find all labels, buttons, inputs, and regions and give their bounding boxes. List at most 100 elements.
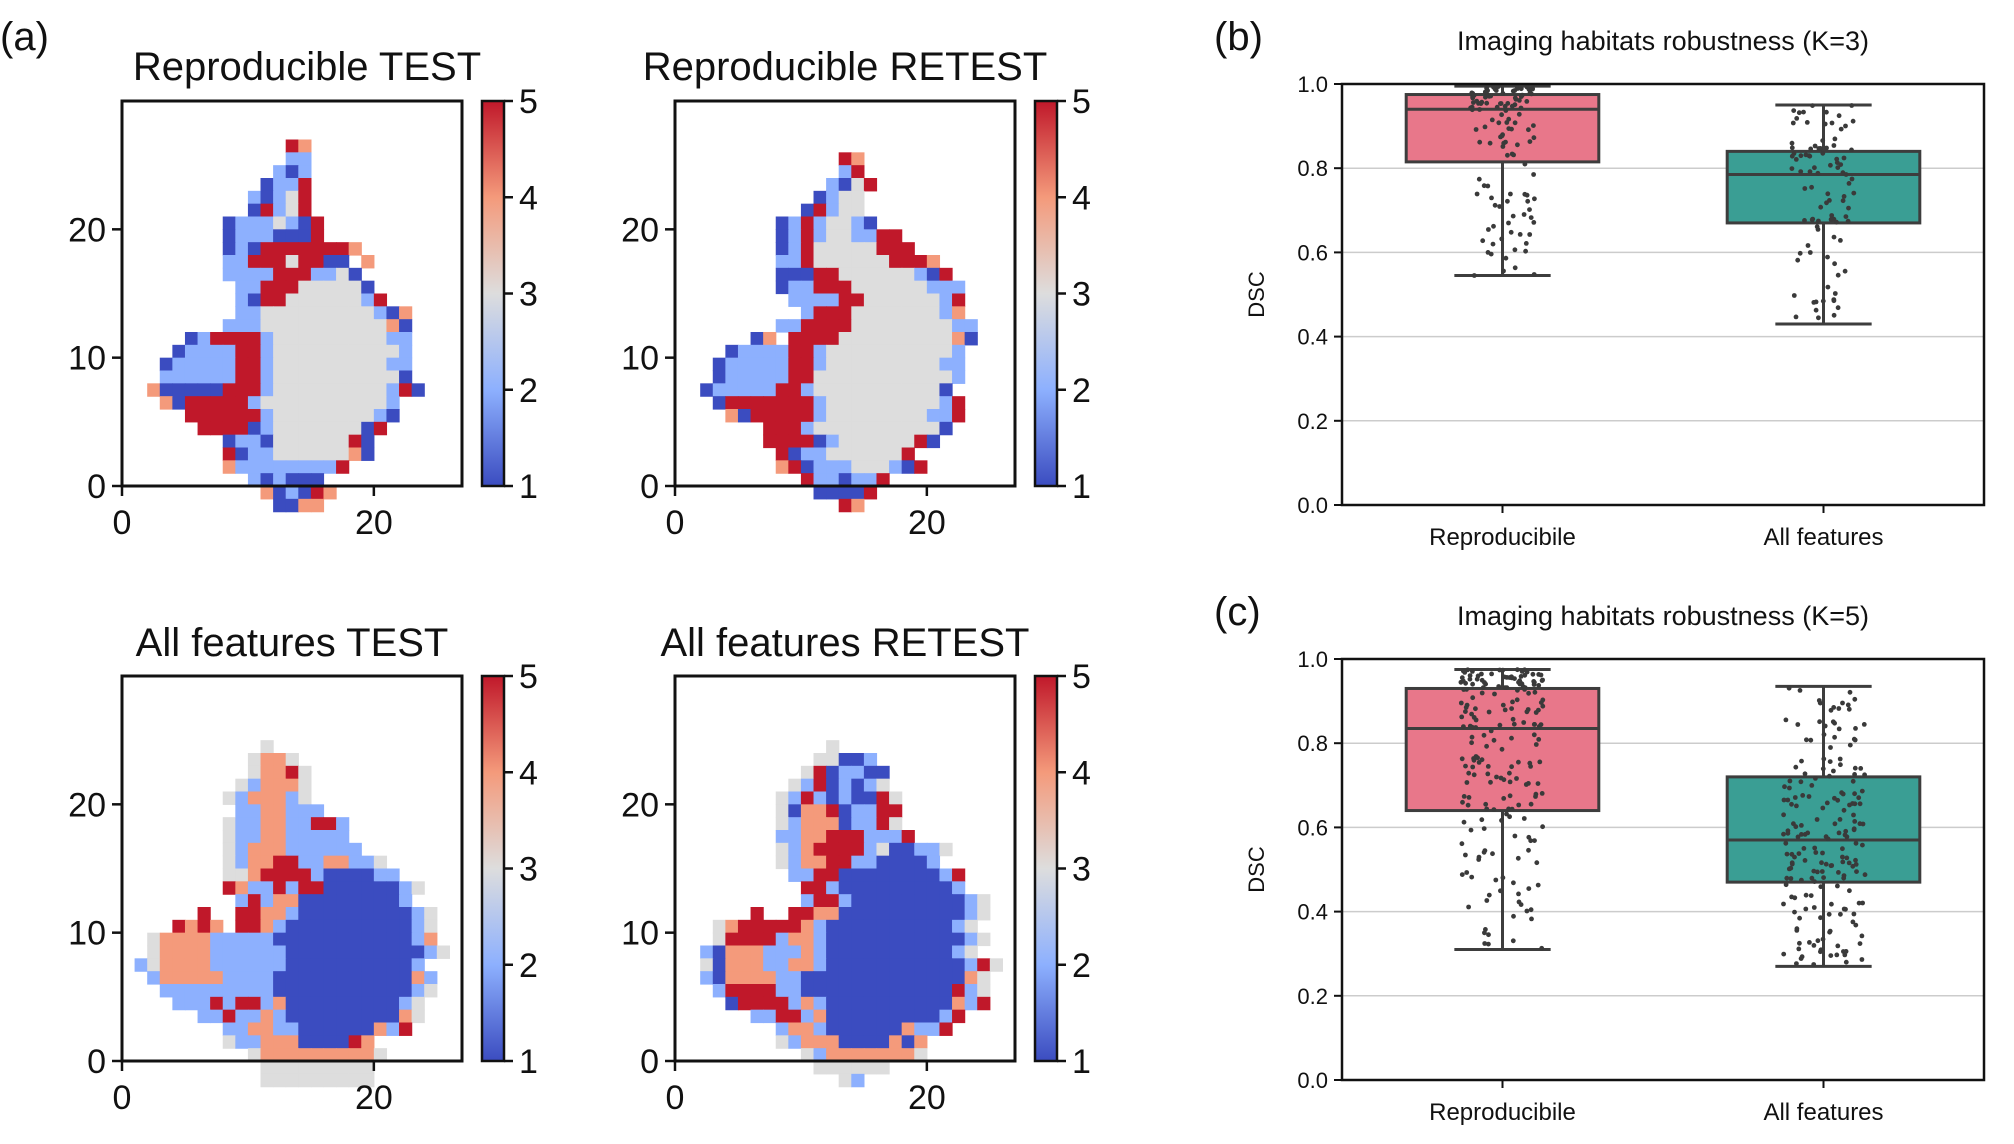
heatmap-cell <box>210 409 224 423</box>
heatmap-cell <box>838 190 852 205</box>
y-tick-label: 0.2 <box>1297 409 1328 434</box>
heatmap-cell <box>298 242 312 256</box>
heatmap-cell <box>260 229 274 243</box>
heatmap-cell <box>876 778 890 793</box>
data-point <box>1829 213 1835 218</box>
heatmap-cell <box>863 229 878 243</box>
heatmap-cell <box>863 242 878 256</box>
heatmap-cell <box>285 971 299 985</box>
heatmap-cell <box>273 919 287 934</box>
heatmap-cell <box>235 868 249 882</box>
heatmap-cell <box>775 830 789 844</box>
heatmap-cell <box>851 1022 865 1036</box>
data-point <box>1809 217 1815 223</box>
heatmap-cell <box>813 919 827 934</box>
heatmap-cell <box>800 855 815 870</box>
heatmap-cell <box>775 971 789 985</box>
heatmap-cell <box>336 255 350 269</box>
data-point <box>1785 828 1791 834</box>
data-point <box>1797 915 1802 921</box>
data-point <box>1509 126 1514 132</box>
data-point <box>1840 846 1845 852</box>
data-point <box>1818 915 1823 921</box>
heatmap-cell <box>260 344 274 359</box>
heatmap-cell <box>876 1022 890 1036</box>
data-point <box>1486 227 1491 232</box>
heatmap-cell <box>298 498 312 513</box>
heatmap-cell <box>323 1022 337 1036</box>
heatmap-cell <box>700 958 714 972</box>
data-point <box>1531 135 1537 141</box>
heatmap-cell <box>939 881 953 895</box>
heatmap-cell <box>298 1022 312 1036</box>
heatmap-cell <box>838 907 852 921</box>
heatmap-cell <box>788 255 802 269</box>
data-point <box>1814 817 1820 822</box>
heatmap-cell <box>876 1035 890 1049</box>
heatmap-cell <box>399 996 413 1011</box>
data-point <box>1854 869 1859 874</box>
heatmap-cell <box>260 804 274 818</box>
heatmap-cell <box>273 370 287 384</box>
data-point <box>1831 705 1837 710</box>
heatmap-cell <box>411 958 425 972</box>
heatmap-cell <box>926 919 941 934</box>
heatmap-cell <box>285 332 299 346</box>
heatmap-cell <box>222 357 236 372</box>
heatmap-cell <box>184 409 199 423</box>
heatmap-cell <box>876 319 890 333</box>
heatmap-cell <box>197 396 211 410</box>
data-point <box>1791 108 1797 113</box>
heatmap-cell <box>901 971 915 985</box>
data-point <box>1505 152 1510 158</box>
data-point <box>1465 802 1471 808</box>
data-point <box>1809 875 1815 881</box>
heatmap-cell <box>147 958 161 972</box>
data-point <box>1489 671 1494 677</box>
data-point <box>1812 879 1817 884</box>
data-point <box>1838 762 1843 768</box>
heatmap-cell <box>851 894 865 908</box>
heatmap-cell <box>876 1009 890 1024</box>
heatmap-cell <box>725 945 739 959</box>
heatmap-cell <box>184 357 199 372</box>
data-point <box>1850 801 1855 806</box>
heatmap-cell <box>725 958 739 972</box>
heatmap-cell <box>800 907 815 921</box>
data-point <box>1810 103 1815 108</box>
heatmap-cell <box>273 421 287 436</box>
data-point <box>1532 196 1537 202</box>
heatmap-cell <box>952 868 966 882</box>
heatmap-cell <box>914 357 928 372</box>
data-point <box>1784 875 1790 881</box>
heatmap-cell <box>914 881 928 895</box>
heatmap-cell <box>851 216 865 230</box>
data-point <box>1800 793 1806 798</box>
heatmap-cell <box>373 1022 388 1036</box>
heatmap-cell <box>952 357 966 372</box>
heatmap-cell <box>800 919 815 934</box>
heatmap-cell <box>926 332 941 346</box>
data-point <box>1509 103 1515 109</box>
heatmap-cell <box>876 242 890 256</box>
heatmap-cell <box>712 383 726 397</box>
heatmap-cell <box>348 868 362 882</box>
heatmap-cell <box>914 894 928 908</box>
data-point <box>1837 756 1843 762</box>
heatmap-cell <box>373 306 388 320</box>
category-label: Reproducibile <box>1429 524 1576 551</box>
data-point <box>1488 779 1493 785</box>
heatmap-cell <box>863 1048 878 1062</box>
heatmap-cell <box>914 919 928 934</box>
heatmap-cell <box>851 971 865 985</box>
heatmap-cell <box>285 370 299 384</box>
heatmap-cell <box>197 421 211 436</box>
heatmap-cell <box>775 409 789 423</box>
data-point <box>1859 788 1865 794</box>
heatmap-cell <box>851 370 865 384</box>
heatmap-cell <box>222 1022 236 1036</box>
data-points <box>1789 103 1857 321</box>
heatmap-cell <box>788 1022 802 1036</box>
heatmap-cell <box>197 919 211 934</box>
data-point <box>1793 157 1799 162</box>
